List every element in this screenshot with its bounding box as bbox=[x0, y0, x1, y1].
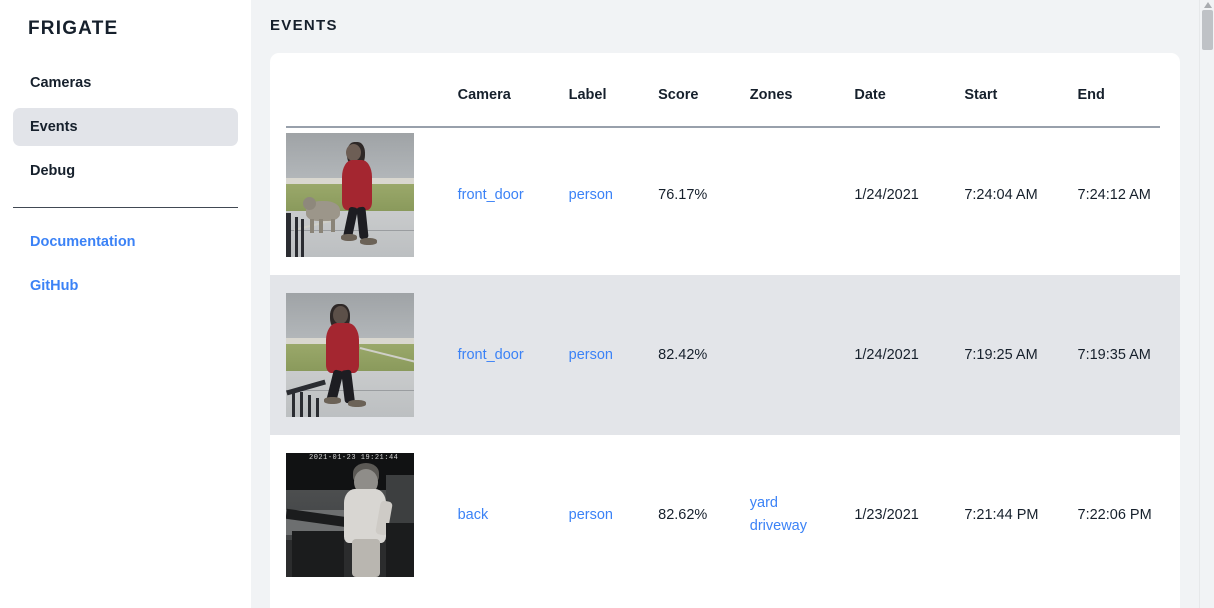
column-header-date[interactable]: Date bbox=[854, 87, 886, 103]
scroll-up-arrow-icon[interactable] bbox=[1204, 2, 1212, 8]
table-container: Camera Label Score Zones Date Start End bbox=[270, 53, 1180, 595]
table-header-row: Camera Label Score Zones Date Start End bbox=[270, 53, 1180, 115]
event-zones-cell bbox=[750, 115, 855, 275]
column-header-zones[interactable]: Zones bbox=[749, 87, 793, 103]
event-score-cell: 82.62% bbox=[658, 507, 708, 523]
sidebar-item-debug[interactable]: Debug bbox=[30, 163, 76, 179]
event-camera-cell: back bbox=[458, 435, 569, 595]
column-header-score[interactable]: Score bbox=[658, 87, 699, 103]
event-start-cell: 7:19:25 AM bbox=[964, 347, 1038, 363]
event-date-cell: 1/23/2021 bbox=[854, 507, 919, 523]
event-camera-link[interactable]: front_door bbox=[457, 347, 524, 363]
event-date-cell: 1/24/2021 bbox=[854, 187, 919, 203]
app-brand-title: FRIGATE bbox=[28, 18, 119, 39]
event-zone-link[interactable]: yard bbox=[749, 495, 778, 511]
events-table-body: front_door person 76.17% 1/24/2021 7:24:… bbox=[270, 115, 1180, 595]
column-header-camera[interactable]: Camera bbox=[457, 87, 511, 103]
event-zones-cell: yard driveway bbox=[750, 435, 855, 595]
event-zone-link[interactable]: driveway bbox=[749, 518, 807, 534]
column-header-end[interactable]: End bbox=[1077, 87, 1105, 103]
sidebar-link-github[interactable]: GitHub bbox=[30, 278, 79, 294]
column-header-thumbnail bbox=[270, 53, 458, 115]
event-end-cell: 7:24:12 AM bbox=[1077, 187, 1151, 203]
event-date-cell: 1/24/2021 bbox=[854, 347, 919, 363]
event-label-link[interactable]: person bbox=[568, 507, 613, 523]
event-label-cell: person bbox=[569, 435, 658, 595]
events-table: Camera Label Score Zones Date Start End bbox=[270, 53, 1180, 595]
table-row[interactable]: front_door person 76.17% 1/24/2021 7:24:… bbox=[270, 115, 1180, 275]
event-score-cell: 76.17% bbox=[658, 187, 708, 203]
table-header-rule bbox=[286, 126, 1160, 128]
event-thumbnail-image[interactable]: 2021-01-23 19:21:44 bbox=[286, 453, 414, 577]
event-label-link[interactable]: person bbox=[568, 347, 613, 363]
event-end-cell: 7:22:06 PM bbox=[1077, 507, 1152, 523]
scrollbar-thumb[interactable] bbox=[1202, 10, 1213, 50]
event-start-cell: 7:21:44 PM bbox=[964, 507, 1039, 523]
events-table-head: Camera Label Score Zones Date Start End bbox=[270, 53, 1180, 115]
event-thumbnail-cell[interactable]: 2021-01-23 19:21:44 bbox=[270, 435, 458, 595]
sidebar-link-documentation[interactable]: Documentation bbox=[30, 234, 136, 250]
sidebar: FRIGATE Cameras Events Debug Documentati… bbox=[0, 0, 251, 608]
event-zones-cell bbox=[750, 275, 855, 435]
event-score-cell: 82.42% bbox=[658, 347, 708, 363]
event-camera-link[interactable]: front_door bbox=[457, 187, 524, 203]
event-camera-cell: front_door bbox=[458, 115, 569, 275]
sidebar-nav: Cameras Events Debug bbox=[0, 64, 251, 190]
sidebar-external-links: Documentation GitHub bbox=[0, 223, 251, 305]
event-label-link[interactable]: person bbox=[568, 187, 613, 203]
events-card: Camera Label Score Zones Date Start End bbox=[270, 53, 1180, 608]
main-content: EVENTS Camera Label Score bbox=[251, 0, 1214, 608]
event-camera-cell: front_door bbox=[458, 275, 569, 435]
sidebar-item-events[interactable]: Events bbox=[13, 108, 238, 146]
event-thumbnail-cell[interactable] bbox=[270, 275, 458, 435]
page-title: EVENTS bbox=[270, 17, 338, 34]
page-scrollbar[interactable] bbox=[1199, 0, 1214, 608]
table-row[interactable]: 2021-01-23 19:21:44 bbox=[270, 435, 1180, 595]
event-thumbnail-image[interactable] bbox=[286, 293, 414, 417]
event-thumbnail-cell[interactable] bbox=[270, 115, 458, 275]
sidebar-divider bbox=[13, 207, 238, 208]
event-thumbnail-image[interactable] bbox=[286, 133, 414, 257]
column-header-label[interactable]: Label bbox=[568, 87, 607, 103]
table-row[interactable]: front_door person 82.42% 1/24/2021 7:19:… bbox=[270, 275, 1180, 435]
column-header-start[interactable]: Start bbox=[964, 87, 998, 103]
sidebar-item-cameras[interactable]: Cameras bbox=[30, 75, 92, 91]
event-label-cell: person bbox=[569, 115, 658, 275]
event-label-cell: person bbox=[569, 275, 658, 435]
event-end-cell: 7:19:35 AM bbox=[1077, 347, 1151, 363]
event-camera-link[interactable]: back bbox=[457, 507, 489, 523]
event-start-cell: 7:24:04 AM bbox=[964, 187, 1038, 203]
